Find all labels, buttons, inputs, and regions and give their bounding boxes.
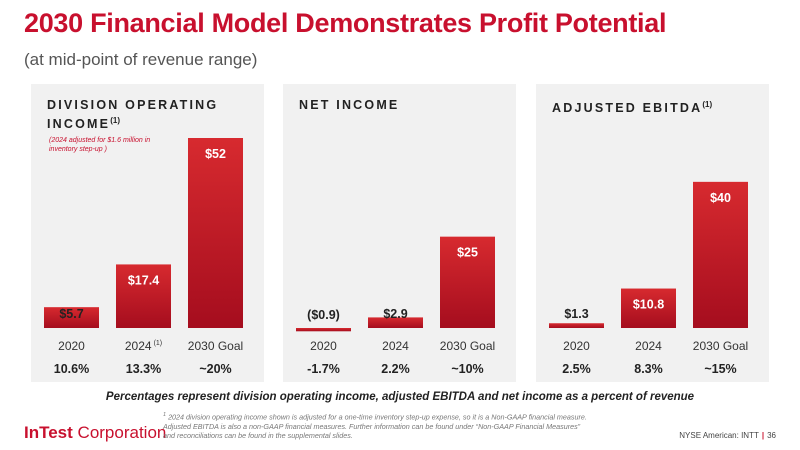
category-label: 2020: [58, 339, 85, 353]
bar-2030-goal: [440, 236, 495, 328]
percent-caption: Percentages represent division operating…: [105, 391, 695, 403]
bar-2020: [296, 328, 351, 332]
category-label: 2024: [382, 339, 409, 353]
category-label: 2020: [310, 339, 337, 353]
panel-net-income: NET INCOME ($0.9) 2020 -1.7% $2.9 2024 2.2% $2…: [283, 84, 516, 382]
chart-division-operating-income: $5.7 2020 10.6% $17.4 2024 (1) 13.3% $52 2030 Go…: [44, 138, 243, 376]
percent-label: ~20%: [199, 362, 231, 376]
panel-adjusted-ebitda: ADJUSTED EBITDA(1) $1.3 2020 2.5% $10.8 2024…: [536, 84, 769, 382]
data-label: $17.4: [128, 273, 159, 287]
company-logo: InTest Corporation: [24, 423, 167, 442]
bar-2024: [368, 317, 423, 328]
percent-label: ~10%: [451, 362, 483, 376]
panel-title: NET INCOME: [299, 98, 400, 112]
ticker-page-number: NYSE American: INTT | 36: [679, 431, 776, 440]
bar-2024: [621, 288, 676, 328]
data-label: $5.7: [59, 307, 83, 321]
page-subtitle: (at mid-point of revenue range): [24, 50, 258, 69]
chart-net-income: ($0.9) 2020 -1.7% $2.9 2024 2.2% $25 2030 Goal ~…: [296, 236, 495, 376]
bar-2030-goal: [693, 181, 748, 328]
bar-2020: [44, 307, 99, 328]
chart-adjusted-ebitda: $1.3 2020 2.5% $10.8 2024 8.3% $40 2030 Goal ~15…: [549, 181, 748, 376]
percent-label: -1.7%: [307, 362, 340, 376]
category-label: 2030 Goal: [693, 339, 748, 353]
data-label: $10.8: [633, 298, 664, 312]
data-label: ($0.9): [307, 308, 340, 322]
page-title: 2030 Financial Model Demonstrates Profit…: [24, 8, 667, 38]
category-label: 2030 Goal: [440, 339, 495, 353]
category-label: 2030 Goal: [188, 339, 243, 353]
bar-2024: [116, 264, 171, 328]
data-label: $1.3: [564, 307, 588, 321]
footnote: 1 2024 division operating income shown i…: [163, 412, 587, 441]
adjustment-note: (2024 adjusted for $1.6 million in inven…: [49, 137, 151, 153]
percent-label: 10.6%: [54, 362, 89, 376]
percent-label: 2.5%: [562, 362, 591, 376]
percent-label: 8.3%: [634, 362, 663, 376]
category-label: 2024 (1): [125, 339, 162, 353]
panel-division-operating-income: DIVISION OPERATING INCOME(1) (2024 adjus…: [31, 84, 264, 382]
panel-title: DIVISION OPERATING INCOME(1): [47, 98, 219, 132]
percent-label: 2.2%: [381, 362, 410, 376]
category-label: 2020: [563, 339, 590, 353]
category-label: 2024: [635, 339, 662, 353]
bar-2030-goal: [188, 138, 243, 328]
data-label: $40: [710, 191, 731, 205]
data-label: $2.9: [383, 307, 407, 321]
percent-label: ~15%: [704, 362, 736, 376]
percent-label: 13.3%: [126, 362, 161, 376]
data-label: $25: [457, 246, 478, 260]
data-label: $52: [205, 147, 226, 161]
panel-title: ADJUSTED EBITDA(1): [552, 100, 713, 116]
bar-2020: [549, 323, 604, 328]
